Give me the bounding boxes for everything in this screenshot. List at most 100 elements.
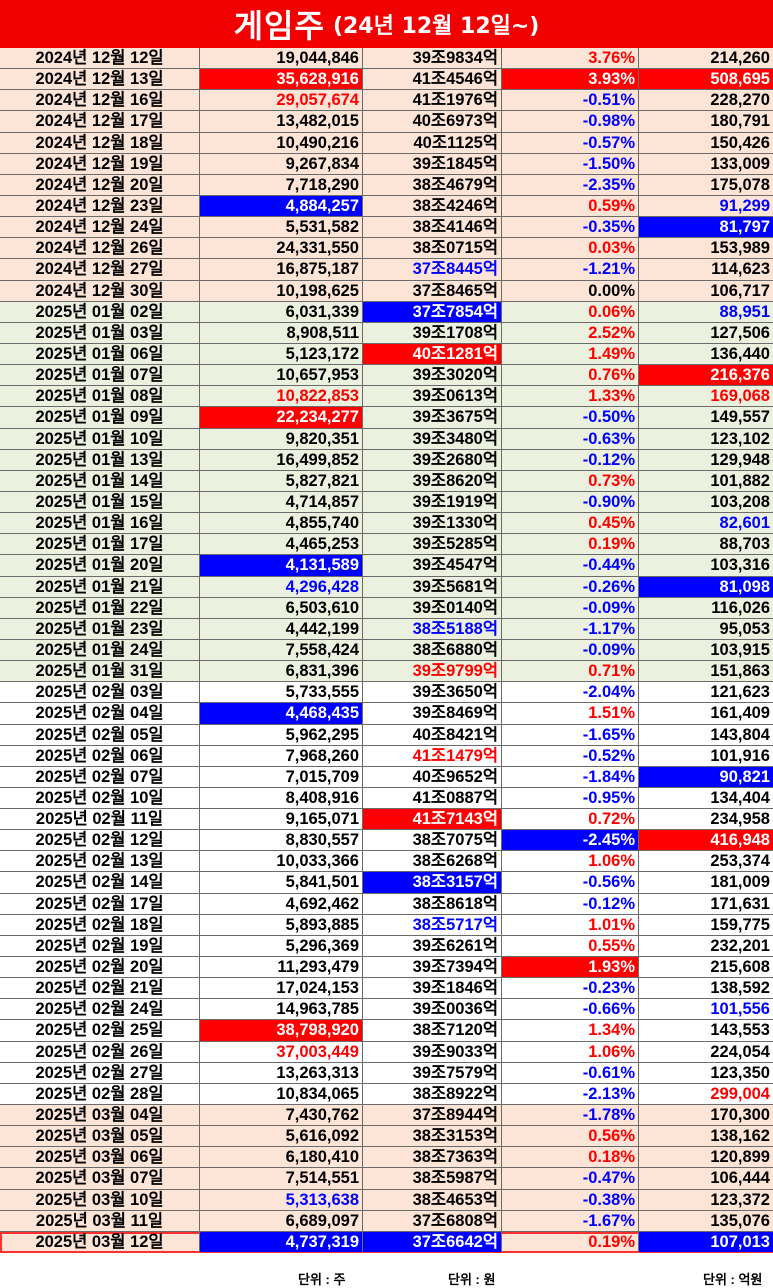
trade-amount-cell: 91,299 <box>719 196 770 215</box>
trade-amount-cell: 150,426 <box>710 133 770 152</box>
volume-cell: 10,834,065 <box>200 1083 363 1105</box>
date-cell: 2025년 03월 04일 <box>0 1105 200 1126</box>
volume-cell: 19,044,846 <box>200 48 363 69</box>
trade-amount-cell: 107,013 <box>639 1231 773 1253</box>
market-cap-cell: 39조1330억 <box>363 513 502 534</box>
trade-amount-cell: 134,404 <box>710 788 770 807</box>
volume-cell: 9,165,071 <box>200 809 363 830</box>
market-cap-cell: 37조8465억 <box>363 280 502 301</box>
change-rate-cell: -1.65% <box>502 724 639 745</box>
change-rate-cell: -0.35% <box>502 217 639 238</box>
volume-cell: 4,465,253 <box>200 534 363 555</box>
table-row: 2025년 02월 26일 37,003,449 39조9033억 1.06% 224,… <box>0 1041 773 1063</box>
table-row: 2025년 02월 03일 5,733,555 39조3650억 -2.04% 121,… <box>0 682 773 704</box>
market-cap-cell: 39조8620억 <box>363 470 502 491</box>
date-cell: 2025년 01월 31일 <box>0 661 200 682</box>
table-row: 2025년 01월 09일 22,234,277 39조3675억 -0.50% 149… <box>0 407 773 429</box>
volume-cell: 5,123,172 <box>200 343 363 365</box>
table-row: 2024년 12월 19일 9,267,834 39조1845억 -1.50% 133,… <box>0 153 773 175</box>
volume-unit-label: 단위 : 주 <box>298 1272 346 1287</box>
change-rate-cell: 0.00% <box>502 280 639 301</box>
volume-cell: 5,313,638 <box>200 1189 363 1210</box>
table-row: 2025년 01월 08일 10,822,853 39조0613억 1.33% 169,… <box>0 386 773 408</box>
market-cap-cell: 38조8618억 <box>363 893 502 914</box>
trade-amount-cell: 133,009 <box>710 154 770 173</box>
market-cap-cell: 39조1845억 <box>363 153 502 174</box>
market-cap-cell: 38조3153억 <box>363 1126 502 1147</box>
table-row: 2024년 12월 20일 7,718,290 38조4679억 -2.35% 175,… <box>0 174 773 196</box>
change-rate-cell: -0.26% <box>502 576 639 597</box>
volume-cell: 16,875,187 <box>200 259 363 280</box>
table-row: 2025년 02월 06일 7,968,260 41조1479억 -0.52% 101,… <box>0 745 773 767</box>
volume-cell: 16,499,852 <box>200 449 363 470</box>
change-rate-cell: -0.12% <box>502 893 639 914</box>
change-rate-cell: -0.09% <box>502 597 639 618</box>
market-cap-cell: 37조8445억 <box>363 259 502 280</box>
volume-cell: 9,820,351 <box>200 428 363 449</box>
market-cap-cell: 38조5717억 <box>363 914 502 935</box>
volume-cell: 6,831,396 <box>200 661 363 682</box>
trade-amount-cell: 101,882 <box>710 471 770 490</box>
market-cap-cell: 38조6880억 <box>363 639 502 661</box>
volume-cell: 4,131,589 <box>200 555 363 576</box>
volume-cell: 5,962,295 <box>200 724 363 745</box>
market-cap-cell: 38조7363억 <box>363 1147 502 1168</box>
change-rate-cell: 0.45% <box>502 513 639 534</box>
trade-amount-cell: 138,162 <box>710 1127 770 1146</box>
market-cap-cell: 39조5285억 <box>363 534 502 555</box>
trade-amount-cell: 234,958 <box>710 810 770 829</box>
change-rate-cell: 1.49% <box>502 343 639 365</box>
cap-unit-label: 단위 : 원 <box>448 1272 496 1287</box>
market-cap-cell: 39조3650억 <box>363 682 502 703</box>
trade-amount-cell: 121,623 <box>710 683 770 702</box>
date-cell: 2025년 03월 05일 <box>0 1126 200 1147</box>
market-cap-cell: 39조5681억 <box>363 576 502 597</box>
change-rate-cell: -1.17% <box>502 618 639 639</box>
volume-cell: 13,263,313 <box>200 1062 363 1083</box>
change-rate-cell: 0.76% <box>502 365 639 386</box>
trade-amount-cell: 149,557 <box>710 408 770 427</box>
table-row: 2025년 02월 20일 11,293,479 39조7394억 1.93% 215,… <box>0 957 773 979</box>
market-cap-cell: 38조7075억 <box>363 830 502 851</box>
table-row: 2025년 03월 07일 7,514,551 38조5987억 -0.47% 106,… <box>0 1168 773 1190</box>
volume-cell: 6,503,610 <box>200 597 363 618</box>
change-rate-cell: -0.09% <box>502 639 639 661</box>
table-row: 2025년 02월 10일 8,408,916 41조0887억 -0.95% 134,… <box>0 787 773 810</box>
volume-cell: 8,408,916 <box>200 787 363 809</box>
amount-unit-label: 단위 : 억원 <box>703 1272 763 1287</box>
date-cell: 2024년 12월 20일 <box>0 174 200 195</box>
table-row: 2025년 01월 17일 4,465,253 39조5285억 0.19% 88,70… <box>0 534 773 556</box>
volume-cell: 9,267,834 <box>200 153 363 174</box>
table-row: 2025년 01월 16일 4,855,740 39조1330억 0.45% 82,60… <box>0 513 773 535</box>
trade-amount-cell: 101,556 <box>710 1000 770 1019</box>
table-row: 2025년 03월 12일 4,737,319 37조6642억 0.19% 107,0… <box>0 1231 773 1254</box>
date-cell: 2025년 01월 14일 <box>0 470 200 491</box>
change-rate-cell: -0.51% <box>502 90 639 111</box>
date-cell: 2025년 02월 13일 <box>0 851 200 872</box>
table-row: 2025년 01월 15일 4,714,857 39조1919억 -0.90% 103,… <box>0 491 773 514</box>
change-rate-cell: 0.73% <box>502 470 639 491</box>
market-cap-cell: 39조9834억 <box>363 48 502 69</box>
table-row: 2024년 12월 16일 29,057,674 41조1976억 -0.51% 228… <box>0 90 773 112</box>
trade-amount-cell: 120,899 <box>710 1148 770 1167</box>
date-cell: 2025년 01월 17일 <box>0 534 200 555</box>
volume-cell: 10,822,853 <box>200 386 363 407</box>
table-row: 2025년 03월 04일 7,430,762 37조8944억 -1.78% 170,… <box>0 1105 773 1127</box>
volume-cell: 17,024,153 <box>200 978 363 999</box>
market-cap-cell: 37조6642억 <box>363 1231 502 1253</box>
change-rate-cell: 1.34% <box>502 1020 639 1041</box>
volume-cell: 5,827,821 <box>200 470 363 491</box>
market-cap-cell: 39조8469억 <box>363 703 502 724</box>
change-rate-cell: -2.45% <box>502 830 639 851</box>
date-cell: 2024년 12월 26일 <box>0 238 200 259</box>
table-row: 2025년 01월 06일 5,123,172 40조1281억 1.49% 136,4… <box>0 343 773 366</box>
date-cell: 2024년 12월 27일 <box>0 259 200 280</box>
table-row: 2024년 12월 27일 16,875,187 37조8445억 -1.21% 114… <box>0 259 773 281</box>
volume-cell: 6,689,097 <box>200 1210 363 1231</box>
date-cell: 2025년 01월 23일 <box>0 618 200 639</box>
volume-cell: 4,692,462 <box>200 893 363 914</box>
date-cell: 2024년 12월 17일 <box>0 111 200 132</box>
table-subtitle: (24년 12월 12일~) <box>332 14 540 39</box>
table-row: 2024년 12월 13일 35,628,916 41조4546억 3.93% 508,… <box>0 69 773 91</box>
volume-cell: 10,033,366 <box>200 851 363 872</box>
